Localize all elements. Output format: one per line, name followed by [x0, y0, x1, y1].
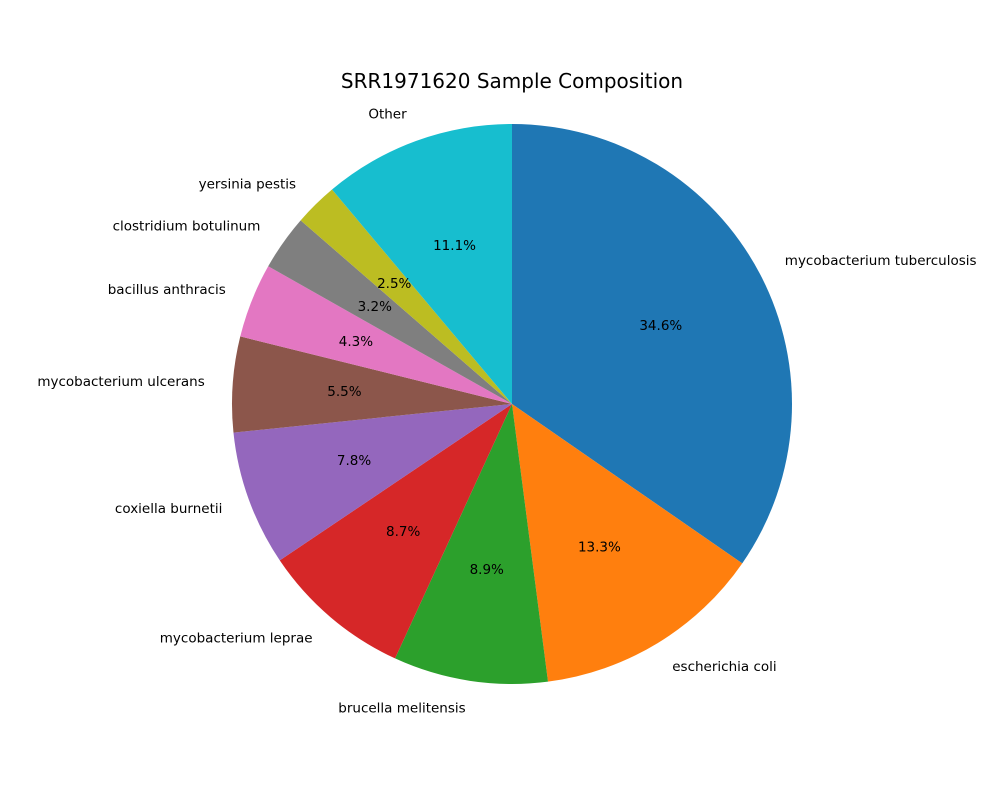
slice-label-mycobacterium-ulcerans: mycobacterium ulcerans	[37, 374, 204, 390]
slice-label-mycobacterium-tuberculosis: mycobacterium tuberculosis	[785, 253, 977, 269]
slice-label-other: Other	[368, 107, 407, 123]
slice-label-clostridium-botulinum: clostridium botulinum	[113, 218, 261, 234]
percent-label-brucella-melitensis: 8.9%	[470, 562, 504, 578]
percent-label-yersinia-pestis: 2.5%	[377, 276, 411, 292]
slice-label-mycobacterium-leprae: mycobacterium leprae	[160, 631, 313, 647]
pie-slices	[232, 124, 793, 685]
pie-slice-mycobacterium-leprae	[279, 404, 512, 659]
percent-label-escherichia-coli: 13.3%	[578, 539, 621, 555]
slice-label-bacillus-anthracis: bacillus anthracis	[108, 282, 226, 298]
pie-slice-escherichia-coli	[512, 404, 743, 682]
pie-slice-other	[332, 124, 512, 404]
pie-slice-mycobacterium-ulcerans	[232, 336, 512, 433]
slice-label-escherichia-coli: escherichia coli	[672, 659, 776, 675]
percent-label-clostridium-botulinum: 3.2%	[358, 299, 392, 315]
slice-labels: mycobacterium tuberculosis escherichia co…	[37, 107, 976, 717]
percent-label-other: 11.1%	[433, 238, 476, 254]
percent-labels: 34.6% 13.3% 8.9% 8.7% 7.8% 5.5% 4.3% 3.2% 2.5% 11…	[327, 238, 682, 578]
pie-slice-coxiella-burnetii	[233, 404, 512, 561]
percent-label-mycobacterium-tuberculosis: 34.6%	[639, 318, 682, 334]
slice-label-brucella-melitensis: brucella melitensis	[338, 700, 465, 716]
percent-label-coxiella-burnetii: 7.8%	[337, 453, 371, 469]
pie-slice-brucella-melitensis	[395, 404, 549, 685]
slice-label-yersinia-pestis: yersinia pestis	[199, 176, 297, 192]
pie-slice-bacillus-anthracis	[240, 266, 512, 404]
slice-label-coxiella-burnetii: coxiella burnetii	[115, 501, 222, 517]
percent-label-mycobacterium-ulcerans: 5.5%	[327, 384, 361, 400]
pie-slice-mycobacterium-tuberculosis	[512, 124, 793, 564]
pie-slice-yersinia-pestis	[300, 189, 512, 404]
percent-label-mycobacterium-leprae: 8.7%	[386, 524, 420, 540]
pie-slice-clostridium-botulinum	[268, 220, 512, 404]
percent-label-bacillus-anthracis: 4.3%	[339, 334, 373, 350]
chart-title: SRR1971620 Sample Composition	[341, 69, 683, 93]
